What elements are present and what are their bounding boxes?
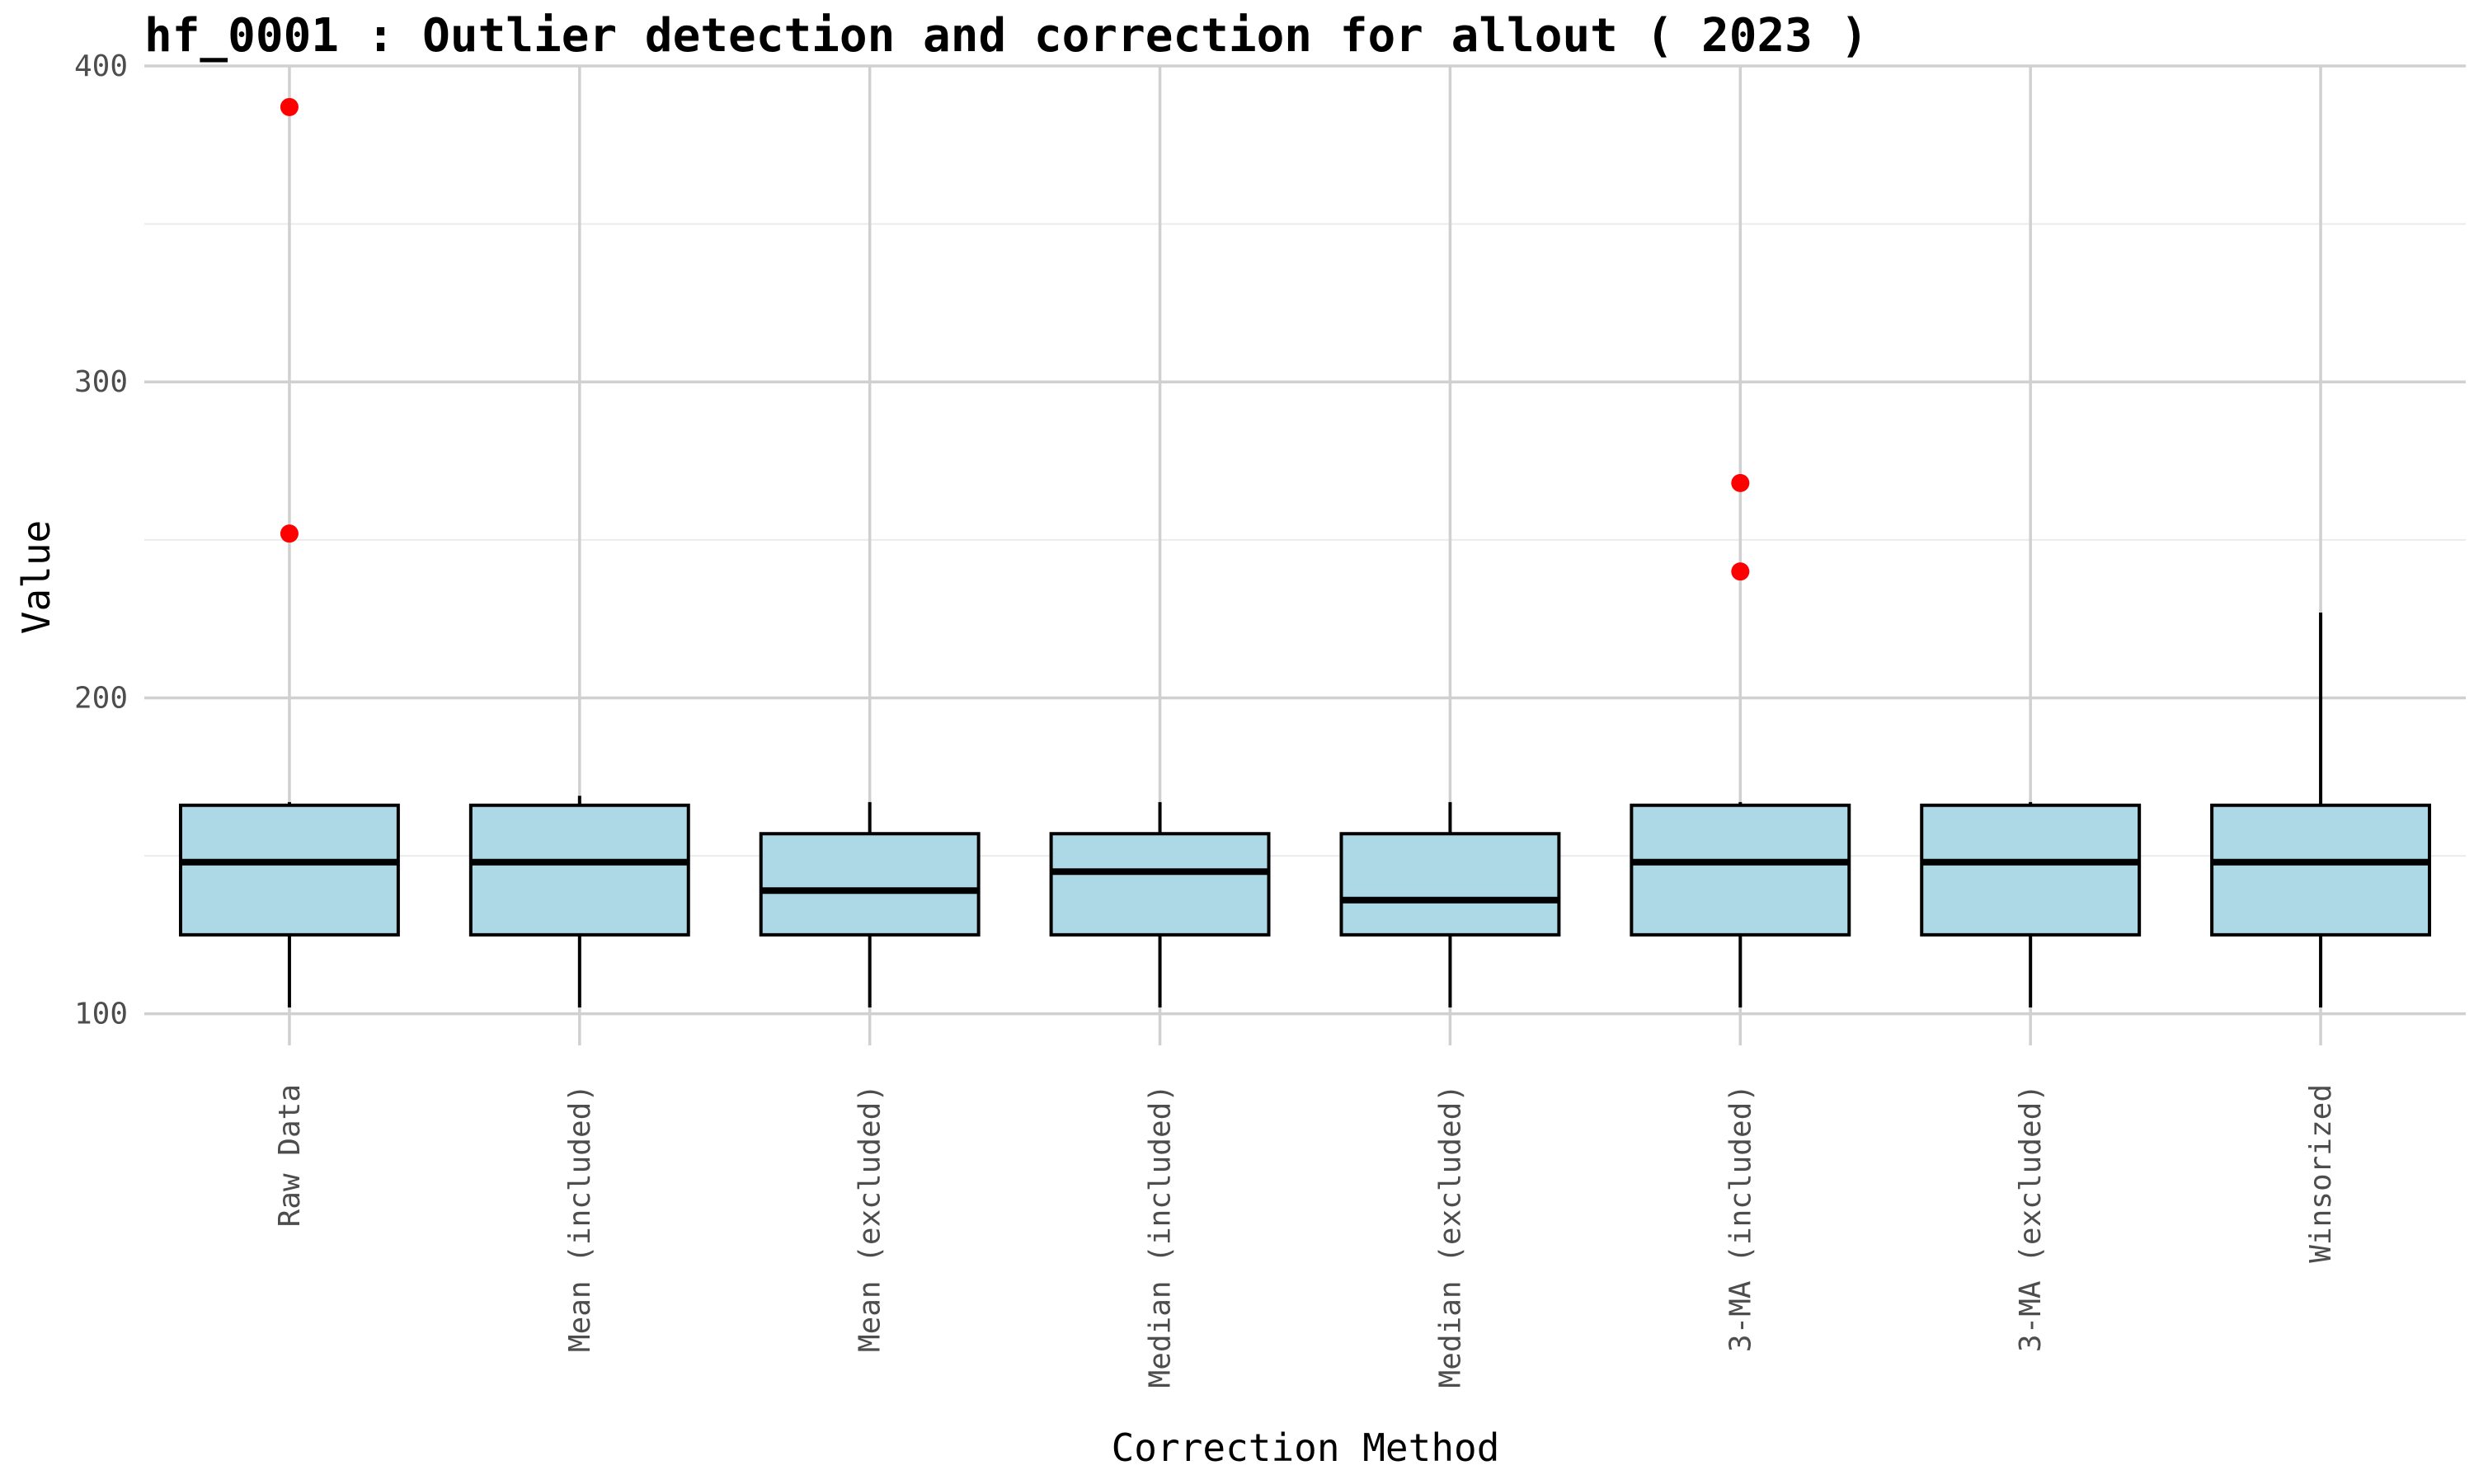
x-tick-label: Mean (excluded) (854, 1084, 887, 1352)
y-axis-title: Value (14, 520, 59, 634)
box-group (1920, 801, 2142, 1008)
x-tick-label: Median (included) (1144, 1084, 1178, 1388)
box-group (468, 796, 690, 1008)
x-tick-label: 3-MA (excluded) (2014, 1084, 2048, 1352)
x-tick-label: Median (excluded) (1433, 1084, 1467, 1388)
box-group (759, 801, 981, 1008)
outlier-point (1731, 473, 1750, 492)
box-iqr (1920, 803, 2142, 937)
y-tick-label: 100 (74, 998, 128, 1031)
box-group (1630, 473, 1851, 1008)
box-iqr (2210, 803, 2432, 937)
x-tick-label: Winsorized (2304, 1084, 2338, 1263)
box-series (178, 97, 2432, 1008)
outlier-point (280, 524, 299, 543)
box-iqr (1049, 832, 1271, 937)
chart-title: hf_0001 : Outlier detection and correcti… (144, 9, 1868, 63)
box-group (1339, 801, 1561, 1008)
tick-labels: 100 200 300 400 Raw Data Mean (included) Mean … (74, 49, 2338, 1388)
box-group (1049, 801, 1271, 1008)
box-iqr (468, 803, 690, 937)
x-tick-label: Mean (included) (563, 1084, 597, 1352)
outlier-point (1731, 562, 1750, 581)
x-tick-label: Raw Data (273, 1084, 307, 1227)
box-iqr (759, 832, 981, 937)
x-tick-label: 3-MA (included) (1724, 1084, 1757, 1352)
box-iqr (1630, 803, 1851, 937)
outlier-point (280, 97, 299, 116)
y-tick-label: 300 (74, 365, 128, 399)
box-iqr (178, 803, 400, 937)
y-tick-label: 200 (74, 681, 128, 715)
x-axis-title: Correction Method (1112, 1425, 1500, 1470)
box-group (178, 97, 400, 1008)
box-group (2210, 612, 2432, 1008)
box-iqr (1339, 832, 1561, 937)
y-tick-label: 400 (74, 49, 128, 83)
